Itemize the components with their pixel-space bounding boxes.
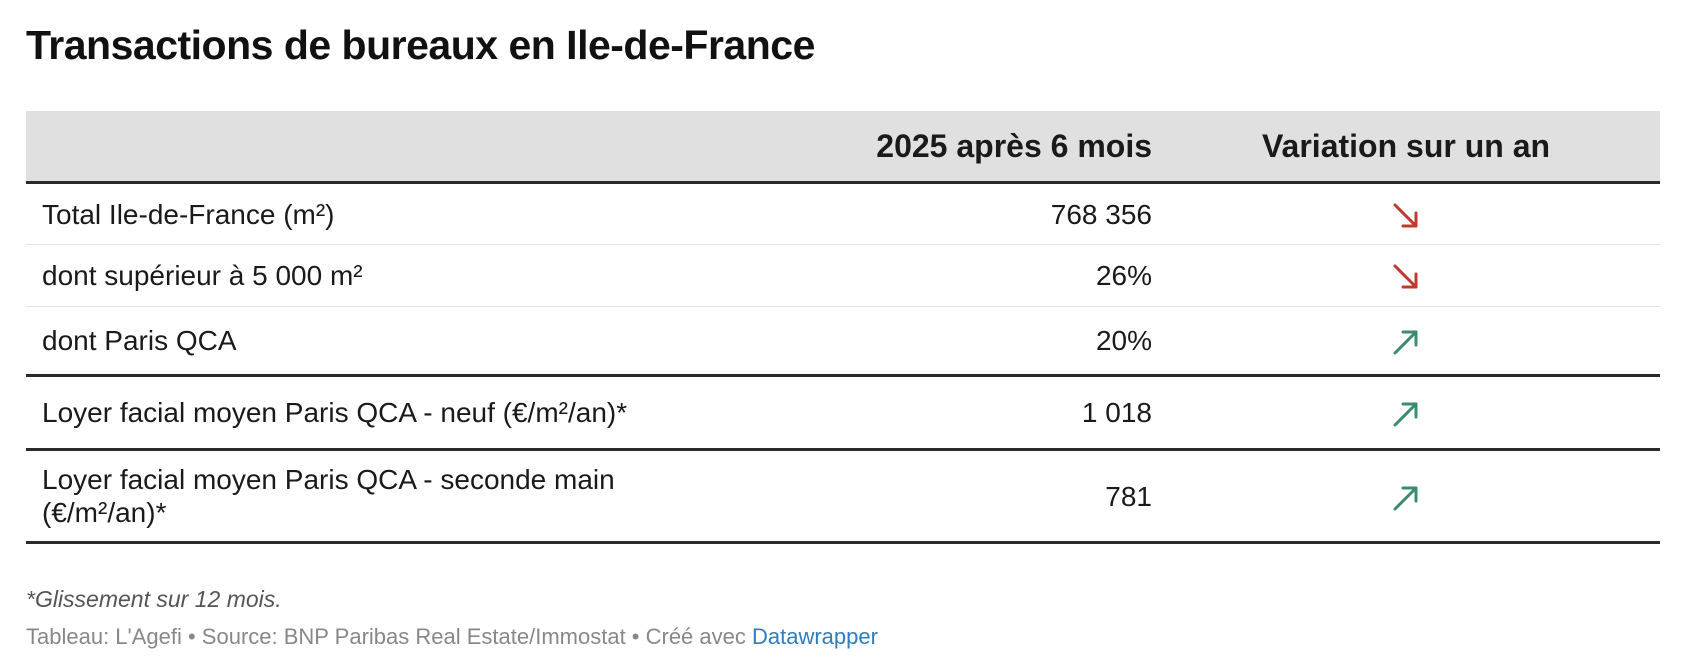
trend-up-arrow-svg [1393,402,1418,427]
arrow-stroke [1401,330,1418,347]
data-table: 2025 après 6 mois Variation sur un an To… [26,111,1660,544]
trend-down-arrow-svg [1393,203,1418,228]
trend-up-arrow-icon [1391,327,1421,357]
header-value-column: 2025 après 6 mois [876,127,1152,164]
arrow-stroke [1401,402,1418,419]
row-label: Loyer facial moyen Paris QCA - seconde m… [42,464,615,528]
arrow-stroke [1393,203,1418,228]
row-variation [1152,259,1660,293]
row-value: 26% [1095,260,1152,291]
arrow-stroke [1393,264,1418,289]
row-value: 781 [1105,480,1152,512]
trend-up-arrow-icon [1391,399,1421,429]
row-value: 768 356 [1050,198,1152,230]
trend-down-arrow-icon [1391,201,1421,231]
header-variation-column: Variation sur un an [1261,127,1551,164]
table-header: 2025 après 6 mois Variation sur un an [26,111,1660,184]
source-text: Tableau: L'Agefi • Source: BNP Paribas R… [26,624,752,649]
arrow-stroke [1401,486,1418,503]
datawrapper-link[interactable]: Datawrapper [752,624,878,649]
row-variation [1152,197,1660,231]
table-row: Total Ile-de-France (m²) 768 356 [26,184,1660,245]
trend-down-arrow-svg [1393,264,1418,289]
row-variation [1152,324,1660,358]
row-variation [1152,396,1660,430]
trend-up-arrow-icon [1391,483,1421,513]
footnote: *Glissement sur 12 mois. [26,586,282,612]
arrow-stroke [1393,330,1418,355]
arrow-stroke [1393,402,1418,427]
arrow-stroke [1401,211,1418,228]
row-value: 1 018 [1081,397,1152,428]
row-label: dont supérieur à 5 000 m² [42,260,363,291]
source-line: Tableau: L'Agefi • Source: BNP Paribas R… [26,624,878,650]
trend-down-arrow-icon [1391,262,1421,292]
trend-up-arrow-svg [1393,330,1418,355]
arrow-stroke [1393,486,1418,511]
table-row: Loyer facial moyen Paris QCA - neuf (€/m… [26,377,1660,451]
row-label: Loyer facial moyen Paris QCA - neuf (€/m… [42,397,628,428]
row-label: Total Ile-de-France (m²) [42,198,335,230]
row-label: dont Paris QCA [42,325,237,356]
chart-title: Transactions de bureaux en Ile-de-France [26,22,815,68]
row-value: 20% [1095,325,1152,356]
table-row: Loyer facial moyen Paris QCA - seconde m… [26,451,1660,544]
table-row: dont Paris QCA 20% [26,307,1660,377]
arrow-stroke [1401,272,1418,289]
trend-up-arrow-svg [1393,486,1418,511]
row-variation [1152,479,1660,513]
table-row: dont supérieur à 5 000 m² 26% [26,245,1660,307]
